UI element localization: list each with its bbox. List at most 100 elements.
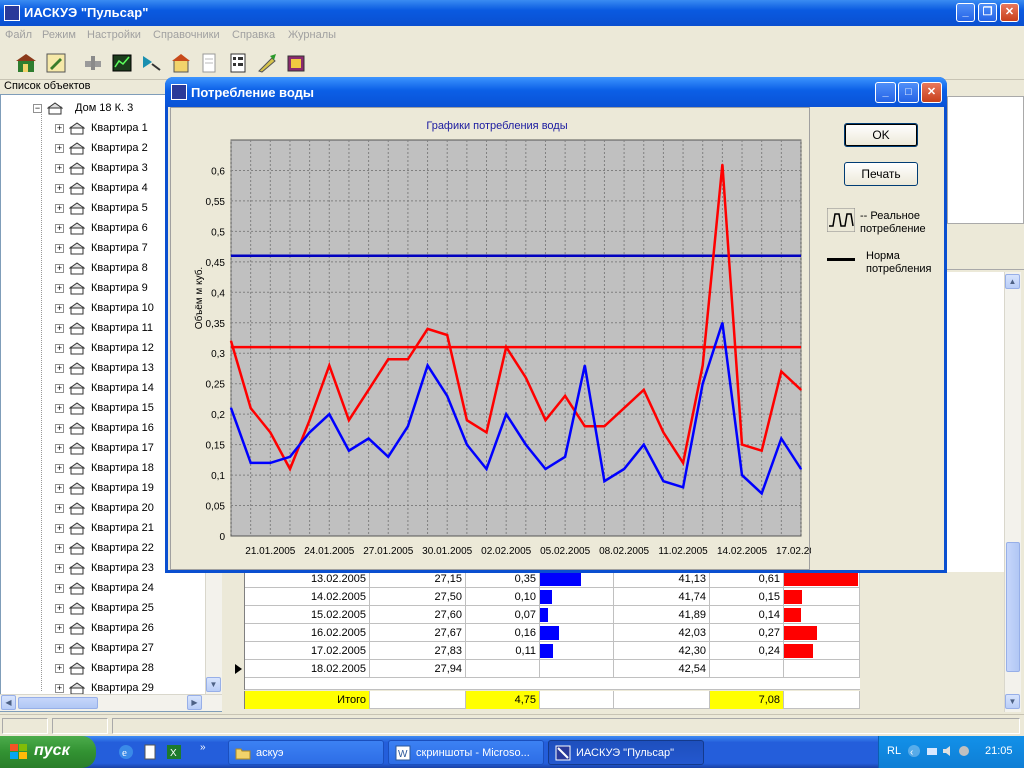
tree-item[interactable]: + Квартира 13	[55, 359, 203, 379]
row-indicator[interactable]	[232, 660, 245, 678]
table-row[interactable]: 15.02.2005 27,60 0,07 41,89 0,14	[232, 606, 860, 624]
menu-references[interactable]: Справочники	[153, 29, 220, 41]
house-edit-icon[interactable]	[45, 52, 67, 74]
row-indicator[interactable]	[232, 588, 245, 606]
expand-icon[interactable]: +	[55, 503, 64, 513]
table-row[interactable]: 18.02.2005 27,94 42,54	[232, 660, 860, 678]
tree-item[interactable]: + Квартира 28	[55, 659, 203, 679]
tree-item[interactable]: + Квартира 10	[55, 299, 203, 319]
network-icon[interactable]	[82, 52, 104, 74]
menu-settings[interactable]: Настройки	[87, 29, 141, 41]
network-tray-icon[interactable]	[925, 744, 939, 758]
task-folder[interactable]: аскуэ	[228, 740, 384, 765]
tray-arrow-icon[interactable]: ‹	[907, 744, 921, 758]
menu-help[interactable]: Справка	[232, 29, 276, 41]
tree-item[interactable]: + Квартира 3	[55, 159, 203, 179]
expand-icon[interactable]: +	[55, 203, 64, 213]
house-tool-icon[interactable]	[15, 52, 37, 74]
tree-item[interactable]: + Квартира 11	[55, 319, 203, 339]
expand-icon[interactable]: +	[55, 403, 64, 413]
expand-icon[interactable]: +	[55, 303, 64, 313]
expand-icon[interactable]: +	[55, 603, 64, 613]
expand-icon[interactable]: +	[55, 683, 64, 693]
menu-logs[interactable]: Журналы	[288, 29, 337, 41]
expand-icon[interactable]: +	[55, 123, 64, 133]
expand-icon[interactable]: +	[55, 523, 64, 533]
minimize-button[interactable]: _	[956, 3, 975, 22]
tree-item[interactable]: + Квартира 25	[55, 599, 203, 619]
chart-icon[interactable]	[111, 52, 133, 74]
calculator-icon[interactable]	[227, 52, 249, 74]
row-indicator[interactable]	[232, 642, 245, 660]
tree-item[interactable]: + Квартира 1	[55, 119, 203, 139]
tree-item[interactable]: + Квартира 20	[55, 499, 203, 519]
expand-icon[interactable]: +	[55, 423, 64, 433]
tree-item[interactable]: + Квартира 24	[55, 579, 203, 599]
expand-icon[interactable]: +	[55, 623, 64, 633]
tree-item[interactable]: + Квартира 27	[55, 639, 203, 659]
grid-scroll-up-icon[interactable]: ▲	[1005, 274, 1020, 289]
scroll-down-icon[interactable]: ▼	[206, 677, 221, 692]
row-indicator[interactable]	[232, 691, 245, 709]
row-indicator[interactable]	[232, 606, 245, 624]
tree-item[interactable]: + Квартира 2	[55, 139, 203, 159]
table-row[interactable]: 14.02.2005 27,50 0,10 41,74 0,15	[232, 588, 860, 606]
task-app[interactable]: ИАСКУЭ "Пульсар"	[548, 740, 704, 765]
expand-icon[interactable]: +	[55, 223, 64, 233]
expand-icon[interactable]: +	[55, 583, 64, 593]
expand-icon[interactable]: +	[55, 363, 64, 373]
dialog-maximize-button[interactable]: □	[898, 82, 919, 103]
scroll-right-icon[interactable]: ▶	[187, 695, 202, 710]
dialog-close-button[interactable]: ✕	[921, 82, 942, 103]
print-button[interactable]: Печать	[844, 162, 918, 186]
tree-item[interactable]: + Квартира 12	[55, 339, 203, 359]
expand-icon[interactable]: +	[55, 263, 64, 273]
tree-item[interactable]: + Квартира 4	[55, 179, 203, 199]
page-icon[interactable]	[198, 52, 220, 74]
expand-icon[interactable]: +	[55, 663, 64, 673]
book-icon[interactable]	[285, 52, 307, 74]
tree-item[interactable]: + Квартира 5	[55, 199, 203, 219]
tree-item[interactable]: + Квартира 26	[55, 619, 203, 639]
collapse-icon[interactable]: −	[33, 103, 42, 113]
tree-item[interactable]: + Квартира 19	[55, 479, 203, 499]
table-row[interactable]: 13.02.2005 27,15 0,35 41,13 0,61	[232, 570, 860, 588]
expand-icon[interactable]: +	[55, 143, 64, 153]
grid-scroll-thumb[interactable]	[1006, 542, 1020, 672]
pen-icon[interactable]	[256, 52, 278, 74]
volume-tray-icon[interactable]	[941, 744, 955, 758]
dialog-minimize-button[interactable]: _	[875, 82, 896, 103]
tree-item[interactable]: + Квартира 23	[55, 559, 203, 579]
ok-button[interactable]: OK	[844, 123, 918, 147]
expand-icon[interactable]: +	[55, 183, 64, 193]
menu-file[interactable]: Файл	[5, 29, 33, 41]
ie-icon[interactable]: e	[118, 744, 134, 760]
menu-mode[interactable]: Режим	[42, 29, 76, 41]
tree-item[interactable]: + Квартира 18	[55, 459, 203, 479]
expand-icon[interactable]: +	[55, 483, 64, 493]
house-object-icon[interactable]	[170, 52, 192, 74]
hscroll-thumb[interactable]	[18, 697, 98, 709]
expand-icon[interactable]: +	[55, 323, 64, 333]
tree-item[interactable]: + Квартира 29	[55, 679, 203, 699]
expand-icon[interactable]: +	[55, 463, 64, 473]
row-indicator[interactable]	[232, 624, 245, 642]
grid-scroll-down-icon[interactable]: ▼	[1005, 694, 1020, 709]
expand-icon[interactable]: +	[55, 163, 64, 173]
row-indicator[interactable]	[232, 678, 245, 690]
tree-item[interactable]: + Квартира 22	[55, 539, 203, 559]
channel-icon[interactable]	[140, 52, 162, 74]
expand-icon[interactable]: +	[55, 563, 64, 573]
expand-icon[interactable]: +	[55, 283, 64, 293]
excel-icon[interactable]: X	[166, 744, 182, 760]
scroll-left-icon[interactable]: ◀	[1, 695, 16, 710]
table-row[interactable]: 17.02.2005 27,83 0,11 42,30 0,24	[232, 642, 860, 660]
close-button[interactable]: ✕	[1000, 3, 1019, 22]
language-indicator[interactable]: RL	[887, 745, 902, 757]
expand-icon[interactable]: +	[55, 443, 64, 453]
antivirus-tray-icon[interactable]	[957, 744, 971, 758]
table-row[interactable]: 16.02.2005 27,67 0,16 42,03 0,27	[232, 624, 860, 642]
tree-item[interactable]: + Квартира 14	[55, 379, 203, 399]
expand-icon[interactable]: +	[55, 643, 64, 653]
tree-item[interactable]: + Квартира 21	[55, 519, 203, 539]
